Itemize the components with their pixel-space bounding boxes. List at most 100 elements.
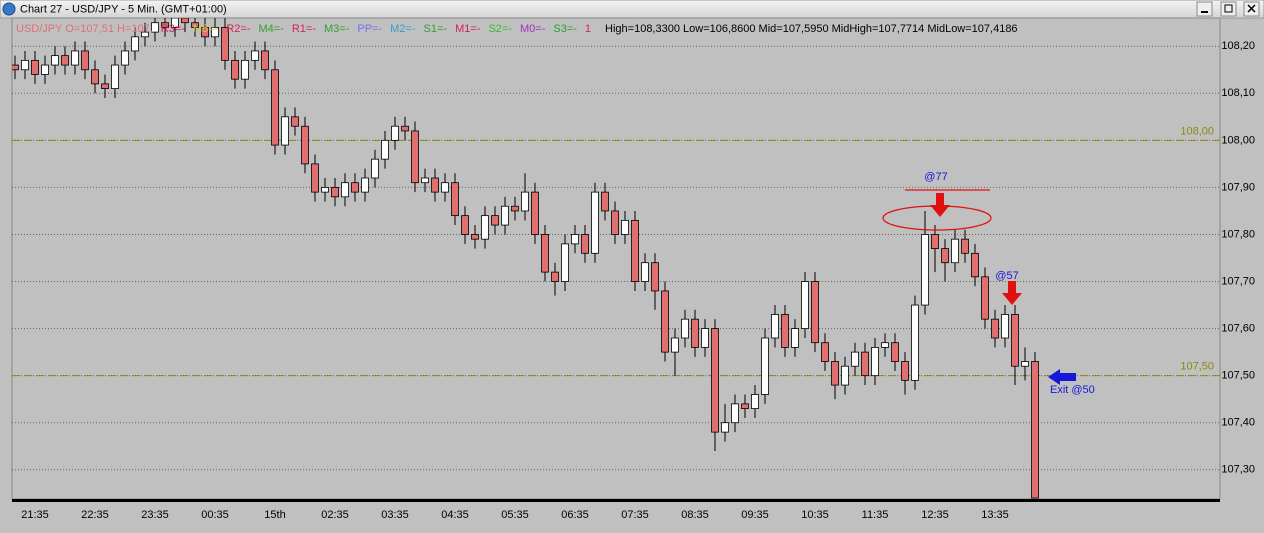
candle-body [521,191,529,212]
candle-body [1001,314,1009,339]
y-tick-label: 108,00 [1221,134,1255,146]
candle-body [51,55,59,66]
candle-body [291,116,299,127]
trade-marks [882,189,1076,385]
candle-body [111,64,119,89]
candle-body [351,182,359,193]
candle-body [901,361,909,381]
candle-body [751,394,759,409]
annotation: @57 [995,270,1018,282]
y-tick-label: 108,20 [1221,40,1255,52]
candle-body [201,27,209,38]
candle-body [851,351,859,367]
maximize-glyph [1224,4,1233,13]
candle-body [131,36,139,52]
exit-arrow [1048,369,1076,385]
window-buttons[interactable] [1196,1,1260,17]
candle-body [811,281,819,344]
candle-body [311,163,319,193]
sell-arrow [930,193,950,217]
candle-body [421,177,429,184]
legend-entry: M5=- [193,23,219,35]
candle-body [681,318,689,339]
legend-entry: R3=- [161,23,185,35]
candle-body [981,276,989,320]
x-tick-label: 22:35 [81,509,109,521]
y-tick-label: 107,60 [1221,322,1255,334]
annotation: Exit @50 [1050,384,1095,396]
y-tick-label: 107,90 [1221,181,1255,193]
x-tick-label: 00:35 [201,509,229,521]
candle-body [861,351,869,377]
y-tick-label: 107,40 [1221,417,1255,429]
x-tick-label: 15th [264,509,285,521]
candle-body [771,314,779,339]
candle-body [941,248,949,264]
level-label: 107,50 [1180,361,1214,373]
candle-body [411,130,419,184]
candle-body [401,125,409,132]
annotation: @77 [924,171,947,183]
candle-body [921,234,929,306]
candle-body [631,219,639,282]
candle-body [281,116,289,146]
x-tick-label: 03:35 [381,509,409,521]
candle-body [381,139,389,160]
x-tick-label: 21:35 [21,509,49,521]
candle-body [721,422,729,433]
header-text: USD/JPY O=107,51 H=107, [16,23,153,35]
candle-body [881,342,889,348]
candle-body [81,50,89,71]
candle-body [221,27,229,61]
candle-body [761,337,769,395]
x-tick-label: 02:35 [321,509,349,521]
candle-body [471,234,479,240]
y-tick-label: 107,70 [1221,275,1255,287]
candle-body [621,219,629,235]
candle-body [211,27,219,38]
x-tick-label: 23:35 [141,509,169,521]
candle-body [241,59,249,80]
legend-entry: PP=- [357,23,382,35]
candle-body [231,59,239,80]
candle-body [151,22,159,33]
candle-body [1031,361,1039,499]
candle-body [161,22,169,28]
legend-entry: R1=- [292,23,316,35]
candle-body [841,365,849,386]
plot-area [11,17,1221,500]
candle-body [691,318,699,348]
x-axis-line [12,499,1220,502]
y-tick-label: 107,30 [1221,464,1255,476]
candle-body [701,328,709,348]
candle-body [101,83,109,89]
y-tick-label: 108,10 [1221,87,1255,99]
candle-body [891,342,899,362]
candle-body [741,403,749,409]
candle-body [581,234,589,254]
candle-body [12,64,19,71]
candle-body [371,158,379,179]
candle-body [121,50,129,66]
legend-entry: 1 [585,23,591,35]
annotations: @77 @57 Exit @50 [924,171,1095,396]
candle-body [511,205,519,212]
candle-body [661,290,669,353]
header: USD/JPY O=107,51 H=107, R3=- M5=- R2=- M4=- R… [16,23,1018,35]
candle-body [481,215,489,240]
x-tick-label: 08:35 [681,509,709,521]
legend-entry: M3=- [324,23,350,35]
candle-body [601,191,609,212]
window-title: Chart 27 - USD/JPY - 5 Min. (GMT+01:00) [20,3,227,15]
candle-body [71,50,79,66]
minimize-button[interactable] [1196,1,1213,17]
axes: 107,30 107,40 107,50 107,60 107,70 107,80 107,… [21,40,1255,521]
candle-body [871,347,879,377]
candle-body [591,191,599,254]
candle-body [321,187,329,193]
maximize-button[interactable] [1220,1,1237,17]
candle-body [951,238,959,264]
candle-body [711,328,719,433]
legend-entry: M4=- [258,23,284,35]
